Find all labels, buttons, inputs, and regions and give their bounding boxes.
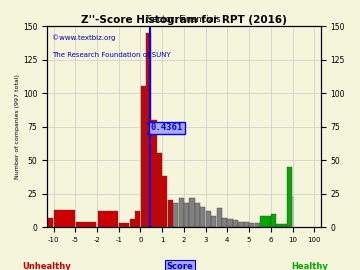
Bar [211, 217, 216, 227]
Bar [179, 198, 184, 227]
Bar [54, 210, 75, 227]
Bar [200, 207, 206, 227]
Text: Sector: Financials: Sector: Financials [147, 15, 221, 24]
Bar [255, 223, 260, 227]
Bar [238, 222, 243, 227]
Bar [206, 211, 211, 227]
Text: ©www.textbiz.org: ©www.textbiz.org [53, 34, 116, 41]
Bar [76, 222, 96, 227]
Title: Z''-Score Histogram for RPT (2016): Z''-Score Histogram for RPT (2016) [81, 15, 287, 25]
Bar [124, 223, 130, 227]
Bar [276, 224, 282, 227]
Text: 0.4361: 0.4361 [151, 123, 183, 133]
Bar [45, 218, 53, 227]
Bar [249, 223, 255, 227]
Bar [152, 120, 157, 227]
Bar [228, 219, 233, 227]
Text: The Research Foundation of SUNY: The Research Foundation of SUNY [53, 52, 171, 58]
Text: Score: Score [167, 262, 193, 270]
Bar [260, 217, 270, 227]
Bar [222, 218, 227, 227]
Bar [130, 219, 135, 227]
Bar [173, 203, 178, 227]
Bar [98, 211, 118, 227]
Text: Healthy: Healthy [291, 262, 328, 270]
Bar [162, 176, 167, 227]
Bar [157, 153, 162, 227]
Bar [233, 220, 238, 227]
Bar [146, 33, 151, 227]
Bar [184, 203, 189, 227]
Bar [119, 223, 124, 227]
Bar [282, 224, 287, 227]
Bar [217, 208, 222, 227]
Bar [271, 214, 276, 227]
Bar [195, 203, 200, 227]
Y-axis label: Number of companies (997 total): Number of companies (997 total) [15, 74, 20, 179]
Bar [135, 211, 140, 227]
Bar [287, 167, 292, 227]
Bar [168, 200, 173, 227]
Bar [244, 222, 249, 227]
Bar [140, 86, 146, 227]
Text: Unhealthy: Unhealthy [22, 262, 71, 270]
Bar [189, 198, 195, 227]
